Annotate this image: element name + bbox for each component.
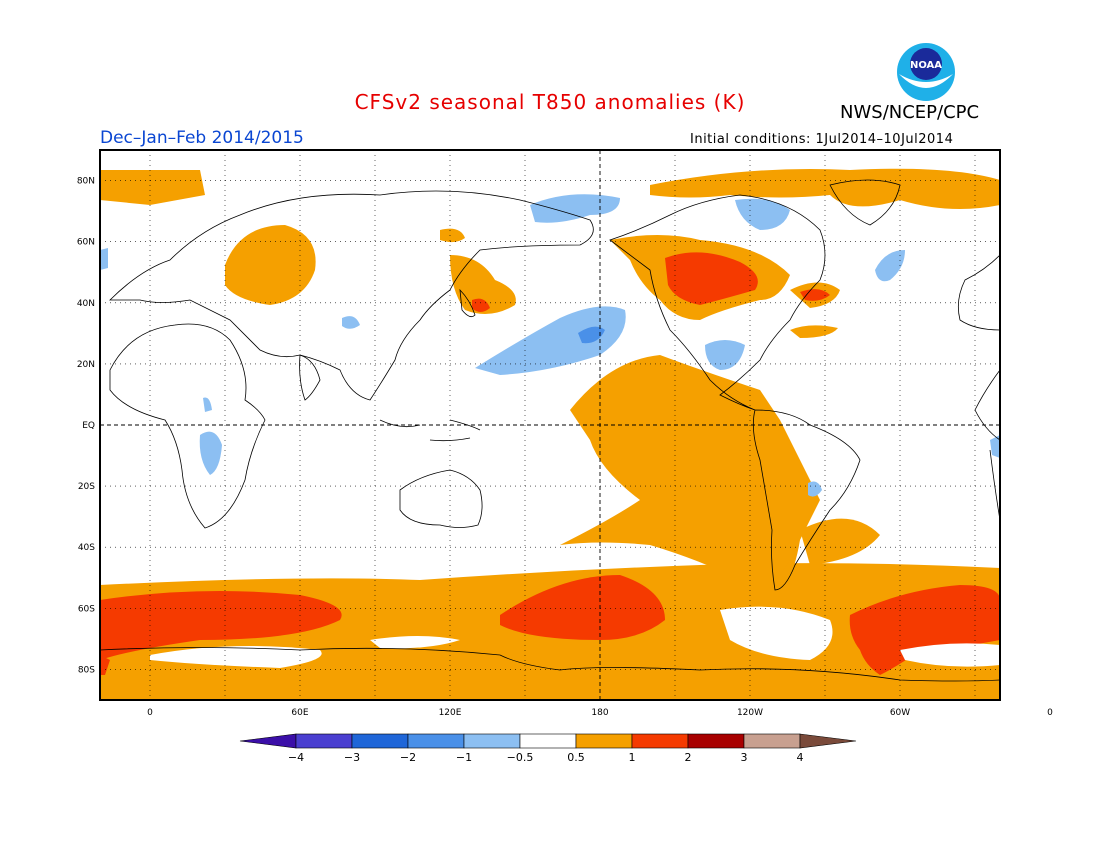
colorbar-segment xyxy=(631,733,689,749)
lon-label: 120W xyxy=(737,708,763,718)
colorbar-label: −3 xyxy=(344,751,360,764)
colorbar-min-arrow xyxy=(239,733,297,749)
colorbar-max-arrow xyxy=(799,733,857,749)
lat-label: 20S xyxy=(78,482,95,492)
colorbar-segment xyxy=(295,733,353,749)
colorbar-segment xyxy=(687,733,745,749)
colorbar-label: 3 xyxy=(741,751,748,764)
colorbar: −4 −3 −2 −1 −0.5 0.5 1 2 3 4 xyxy=(239,733,857,764)
colorbar-label: 0.5 xyxy=(567,751,585,764)
lon-label: 180 xyxy=(591,708,608,718)
lat-label: EQ xyxy=(82,421,95,431)
colorbar-label: −2 xyxy=(400,751,416,764)
lat-label: 60S xyxy=(78,604,95,614)
lat-label: 40S xyxy=(78,543,95,553)
colorbar-label: 1 xyxy=(629,751,636,764)
lat-label: 80N xyxy=(77,177,95,187)
gridlines xyxy=(100,150,1000,700)
colorbar-label: −1 xyxy=(456,751,472,764)
chart-title: CFSv2 seasonal T850 anomalies (K) xyxy=(354,90,746,114)
lat-label: 40N xyxy=(77,299,95,309)
colorbar-label: −0.5 xyxy=(507,751,534,764)
latitude-labels: 80N 60N 40N 20N EQ 20S 40S 60S 80S xyxy=(77,177,95,676)
anomaly-fields xyxy=(100,168,1000,700)
lat-label: 80S xyxy=(78,665,95,675)
colorbar-segment xyxy=(575,733,633,749)
noaa-logo-icon: NOAA xyxy=(897,43,955,101)
logo-text: NOAA xyxy=(910,60,942,71)
lat-label: 20N xyxy=(77,360,95,370)
period-label: Dec–Jan–Feb 2014/2015 xyxy=(100,128,304,148)
lon-label: 0 xyxy=(147,708,153,718)
colorbar-label: 4 xyxy=(797,751,804,764)
organization-label: NWS/NCEP/CPC xyxy=(840,102,980,123)
initial-conditions-label: Initial conditions: 1Jul2014–10Jul2014 xyxy=(690,132,954,147)
lon-label: 60E xyxy=(291,708,308,718)
colorbar-segment xyxy=(743,733,801,749)
colorbar-segment xyxy=(519,733,577,749)
lon-label: 0 xyxy=(1047,708,1053,718)
colorbar-label: 2 xyxy=(685,751,692,764)
longitude-labels: 0 60E 120E 180 120W 60W 0 xyxy=(147,708,1053,718)
lat-label: 60N xyxy=(77,238,95,248)
colorbar-segment xyxy=(407,733,465,749)
colorbar-segment xyxy=(351,733,409,749)
coastlines xyxy=(100,179,1000,682)
colorbar-segment xyxy=(463,733,521,749)
colorbar-label: −4 xyxy=(288,751,304,764)
lon-label: 120E xyxy=(439,708,462,718)
lon-label: 60W xyxy=(890,708,910,718)
